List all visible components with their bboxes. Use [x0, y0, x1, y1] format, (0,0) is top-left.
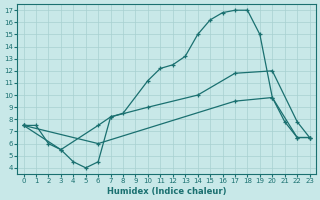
X-axis label: Humidex (Indice chaleur): Humidex (Indice chaleur): [107, 187, 226, 196]
